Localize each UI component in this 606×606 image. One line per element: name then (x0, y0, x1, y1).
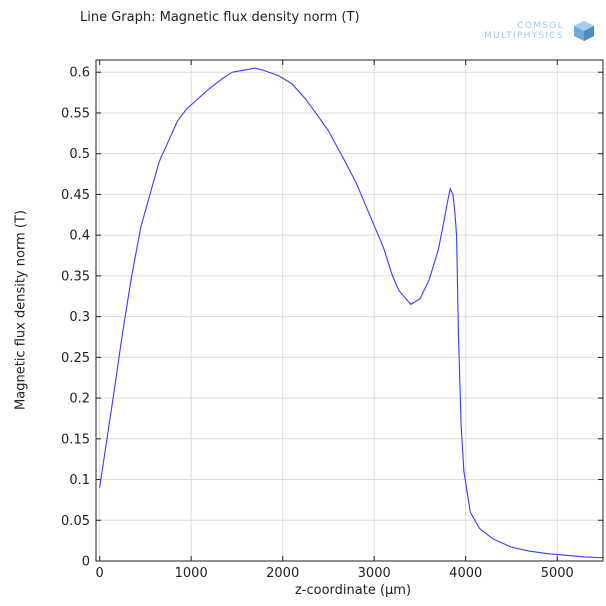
y-tick-label: 0.6 (69, 66, 90, 81)
plot-title: Line Graph: Magnetic flux density norm (… (80, 10, 360, 25)
x-tick-label: 3000 (358, 566, 391, 581)
logo-text-line1: COMSOL (517, 21, 564, 31)
x-tick-label: 5000 (541, 566, 574, 581)
y-tick-label: 0.05 (61, 514, 90, 529)
x-axis-label: z-coordinate (µm) (294, 583, 412, 598)
axis-ticks (96, 60, 603, 562)
y-tick-label: 0.15 (61, 432, 90, 447)
series-line (99, 67, 604, 559)
comsol-logo: COMSOL MULTIPHYSICS (466, 18, 600, 46)
x-tick-label: 2000 (266, 566, 299, 581)
x-tick-label: 4000 (449, 566, 482, 581)
plot-frame (95, 59, 604, 562)
y-tick-label: 0.2 (69, 392, 90, 407)
x-tick-label: 1000 (175, 566, 208, 581)
y-tick-label: 0.55 (61, 106, 90, 121)
y-tick-label: 0.35 (61, 269, 90, 284)
comsol-cube-icon (574, 21, 594, 41)
grid (96, 60, 603, 562)
y-tick-label: 0 (82, 555, 90, 570)
x-tick-label: 0 (96, 566, 104, 581)
logo-text-line2: MULTIPHYSICS (484, 31, 564, 41)
tick-labels: 0 1000 2000 3000 4000 5000 0 0.05 0.1 0.15 0.2 0.25… (61, 66, 574, 581)
y-tick-label: 0.25 (61, 351, 90, 366)
y-tick-label: 0.5 (69, 147, 90, 162)
y-tick-label: 0.45 (61, 188, 90, 203)
y-tick-label: 0.3 (69, 310, 90, 325)
y-tick-label: 0.4 (69, 229, 90, 244)
y-tick-label: 0.1 (69, 473, 90, 488)
